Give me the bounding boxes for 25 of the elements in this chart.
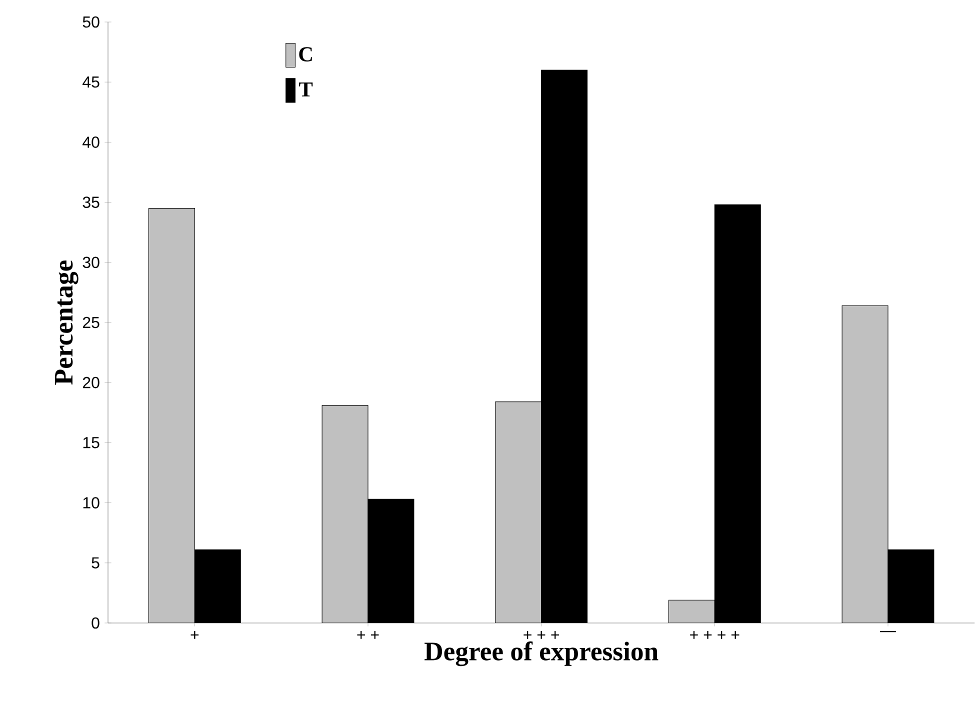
x-axis-title: Degree of expression	[424, 641, 658, 666]
y-tick-label: 40	[82, 136, 100, 148]
bar	[322, 405, 368, 623]
y-tick-label: 25	[82, 316, 100, 328]
legend-label: T	[299, 82, 313, 96]
y-tick-label: 0	[92, 617, 100, 629]
x-tick-label: + + + +	[690, 631, 740, 639]
bar	[842, 305, 888, 623]
x-tick-label: + +	[357, 631, 379, 639]
x-tick-label: + + +	[524, 631, 559, 639]
y-tick-label: 20	[82, 376, 100, 388]
x-tick-label: —	[880, 631, 896, 632]
y-tick-label: 5	[92, 557, 100, 568]
y-tick-label: 35	[82, 196, 100, 208]
bar	[148, 208, 195, 623]
bar	[495, 402, 542, 623]
y-tick-label: 50	[82, 16, 100, 28]
y-tick-label: 15	[83, 437, 100, 448]
x-tick-label: +	[190, 631, 199, 639]
y-tick-label: 30	[82, 256, 100, 268]
bar	[668, 600, 715, 623]
y-tick-label: 45	[82, 76, 100, 88]
y-tick-label: 10	[83, 497, 100, 508]
y-axis-title: Percentage	[54, 260, 78, 385]
legend-label: C	[299, 47, 312, 62]
